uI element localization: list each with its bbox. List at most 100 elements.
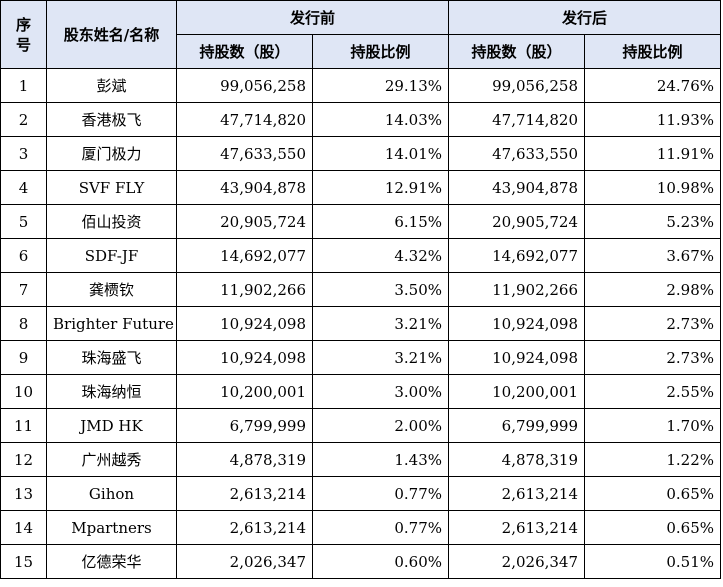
shares-before-cell: 2,613,214 [176, 476, 313, 511]
ratio-before-cell: 3.21% [311, 340, 450, 375]
name-cell: 珠海盛飞 [46, 340, 177, 375]
ratio-after-cell: 0.65% [584, 510, 722, 545]
shares-after-cell: 4,878,319 [448, 442, 586, 477]
shares-before-cell: 6,799,999 [176, 408, 313, 443]
seq-cell: 9 [0, 340, 47, 375]
table-row: 1 彭斌 99,056,258 29.13% 99,056,258 24.76% [0, 68, 722, 103]
seq-cell: 10 [0, 374, 47, 409]
ratio-before-cell: 3.21% [311, 306, 450, 341]
shares-after-cell: 10,200,001 [448, 374, 586, 409]
ratio-before-cell: 1.43% [311, 442, 450, 477]
table-row: 13 Gihon 2,613,214 0.77% 2,613,214 0.65% [0, 476, 722, 511]
ratio-after-cell: 24.76% [584, 68, 722, 103]
ratio-after-cell: 10.98% [584, 170, 722, 205]
ratio-after-cell: 5.23% [584, 204, 722, 239]
table-row: 15 亿德荣华 2,026,347 0.60% 2,026,347 0.51% [0, 544, 722, 579]
shares-before-cell: 4,878,319 [176, 442, 313, 477]
ratio-before-cell: 3.00% [311, 374, 450, 409]
before-issue-header: 发行前 [175, 0, 450, 35]
ratio-before-cell: 0.77% [311, 510, 450, 545]
ratio-before-cell: 12.91% [311, 170, 450, 205]
ratio-after-cell: 11.91% [584, 136, 722, 171]
seq-cell: 4 [0, 170, 47, 205]
ratio-before-cell: 14.01% [311, 136, 450, 171]
ratio-after-cell: 2.73% [584, 306, 722, 341]
ratio-after-cell: 1.70% [584, 408, 722, 443]
name-cell: Brighter Future [46, 306, 177, 341]
ratio-before-cell: 3.50% [311, 272, 450, 307]
name-cell: 佰山投资 [46, 204, 177, 239]
name-cell: 龚槚钦 [46, 272, 177, 307]
table-row: 14 Mpartners 2,613,214 0.77% 2,613,214 0.65% [0, 510, 722, 545]
seq-cell: 8 [0, 306, 47, 341]
table-row: 8 Brighter Future 10,924,098 3.21% 10,924,09… [0, 306, 722, 341]
shares-after-cell: 10,924,098 [448, 306, 586, 341]
ratio-before-cell: 14.03% [311, 102, 450, 137]
seq-cell: 1 [0, 68, 47, 103]
ratio-before-header: 持股比例 [311, 34, 450, 69]
ratio-after-cell: 2.98% [584, 272, 722, 307]
name-header: 股东姓名/名称 [46, 0, 177, 69]
table-row: 7 龚槚钦 11,902,266 3.50% 11,902,266 2.98% [0, 272, 722, 307]
name-cell: JMD HK [46, 408, 177, 443]
shares-before-cell: 99,056,258 [176, 68, 313, 103]
seq-header: 序 号 [0, 0, 47, 69]
seq-cell: 6 [0, 238, 47, 273]
header-row-top: 序 号 股东姓名/名称 发行前 发行后 [0, 0, 722, 69]
table-header: 序 号 股东姓名/名称 发行前 发行后 持股数（股） 持股比例 持股数（股） 持… [0, 0, 722, 69]
name-cell: 亿德荣华 [46, 544, 177, 579]
shares-before-cell: 10,924,098 [176, 306, 313, 341]
shares-after-cell: 11,902,266 [448, 272, 586, 307]
shares-after-cell: 99,056,258 [448, 68, 586, 103]
seq-cell: 3 [0, 136, 47, 171]
shares-after-cell: 14,692,077 [448, 238, 586, 273]
ratio-after-cell: 11.93% [584, 102, 722, 137]
seq-header-line1: 序 [15, 15, 31, 34]
seq-cell: 15 [0, 544, 47, 579]
name-cell: 珠海纳恒 [46, 374, 177, 409]
seq-cell: 2 [0, 102, 47, 137]
table-row: 5 佰山投资 20,905,724 6.15% 20,905,724 5.23% [0, 204, 722, 239]
shares-before-header: 持股数（股） [176, 34, 313, 69]
ratio-after-header: 持股比例 [584, 34, 722, 69]
shares-after-cell: 10,924,098 [448, 340, 586, 375]
name-cell: 厦门极力 [46, 136, 177, 171]
shares-before-cell: 10,200,001 [176, 374, 313, 409]
shares-after-cell: 47,633,550 [448, 136, 586, 171]
shares-before-cell: 2,026,347 [176, 544, 313, 579]
shares-before-cell: 10,924,098 [176, 340, 313, 375]
ratio-before-cell: 0.60% [311, 544, 450, 579]
table-row: 4 SVF FLY 43,904,878 12.91% 43,904,878 10.98% [0, 170, 722, 205]
shares-before-cell: 11,902,266 [176, 272, 313, 307]
ratio-after-cell: 2.73% [584, 340, 722, 375]
seq-cell: 7 [0, 272, 47, 307]
name-cell: 广州越秀 [46, 442, 177, 477]
ratio-before-cell: 6.15% [311, 204, 450, 239]
name-cell: SVF FLY [46, 170, 177, 205]
name-cell: Gihon [46, 476, 177, 511]
seq-cell: 14 [0, 510, 47, 545]
seq-cell: 12 [0, 442, 47, 477]
shares-after-cell: 2,613,214 [448, 510, 586, 545]
ratio-after-cell: 0.51% [584, 544, 722, 579]
shares-after-cell: 2,026,347 [448, 544, 586, 579]
ratio-after-cell: 2.55% [584, 374, 722, 409]
name-cell: 彭斌 [46, 68, 177, 103]
shares-after-cell: 47,714,820 [448, 102, 586, 137]
seq-header-line2: 号 [15, 35, 31, 54]
table-body: 1 彭斌 99,056,258 29.13% 99,056,258 24.76% 2 香港极飞… [0, 68, 722, 579]
ratio-before-cell: 4.32% [311, 238, 450, 273]
table-row: 2 香港极飞 47,714,820 14.03% 47,714,820 11.93% [0, 102, 722, 137]
seq-cell: 5 [0, 204, 47, 239]
seq-cell: 13 [0, 476, 47, 511]
shares-after-header: 持股数（股） [448, 34, 586, 69]
shares-after-cell: 2,613,214 [448, 476, 586, 511]
ratio-after-cell: 0.65% [584, 476, 722, 511]
shares-after-cell: 20,905,724 [448, 204, 586, 239]
shares-before-cell: 14,692,077 [176, 238, 313, 273]
shares-before-cell: 47,633,550 [176, 136, 313, 171]
table-row: 10 珠海纳恒 10,200,001 3.00% 10,200,001 2.55% [0, 374, 722, 409]
header-row-sub: 持股数（股） 持股比例 持股数（股） 持股比例 [1, 34, 722, 69]
after-issue-header: 发行后 [448, 0, 722, 35]
